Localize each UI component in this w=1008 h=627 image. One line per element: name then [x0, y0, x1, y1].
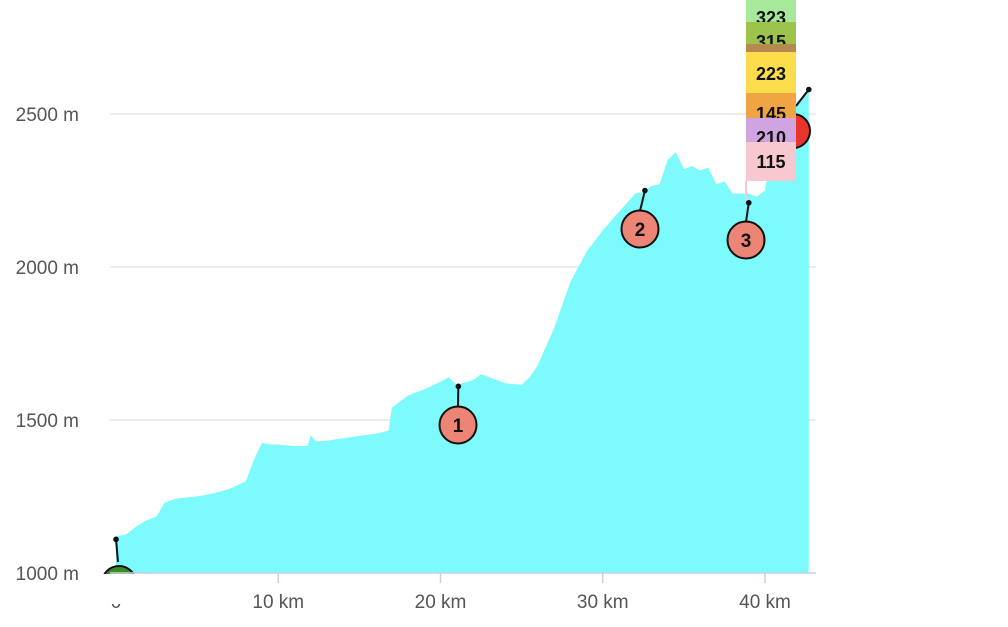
start-marker-mask — [95, 574, 145, 604]
distance-box — [746, 118, 796, 142]
y-tick-label: 2000 m — [16, 258, 79, 279]
distance-box — [746, 22, 796, 48]
y-tick-label: 1500 m — [16, 411, 79, 432]
waypoint-label: 2 — [635, 220, 646, 241]
waypoint-point — [455, 383, 462, 390]
waypoint-label: 1 — [453, 416, 464, 437]
distance-box — [746, 44, 796, 52]
y-axis-tick-labels: 1000 m 1500 m 2000 m 2500 m — [16, 105, 79, 585]
x-axis — [110, 572, 816, 583]
x-tick-label: 10 km — [252, 592, 304, 613]
distance-box-label: 115 — [756, 152, 785, 172]
distance-box — [746, 93, 796, 120]
elevation-profile-fill — [116, 89, 809, 573]
waypoint-marker — [438, 405, 478, 445]
elevation-area — [116, 89, 809, 573]
start-marker-stem — [115, 539, 119, 563]
x-tick-label: 20 km — [415, 592, 467, 613]
waypoint-stem — [745, 202, 750, 223]
distance-box-label: 223 — [756, 64, 786, 84]
x-tick-label: 40 km — [739, 592, 791, 613]
waypoint-marker — [726, 220, 766, 260]
distance-box — [746, 0, 796, 24]
end-marker-stem — [795, 88, 810, 107]
y-tick-label: 1000 m — [16, 564, 79, 585]
waypoint-point — [745, 199, 752, 206]
distance-box — [746, 52, 796, 93]
waypoint-point — [642, 187, 648, 194]
end-marker-point — [806, 86, 812, 93]
waypoint-stem — [639, 190, 646, 212]
y-tick-label: 2500 m — [16, 105, 79, 126]
waypoint-marker — [620, 209, 660, 249]
x-tick-label: 30 km — [577, 592, 629, 613]
waypoint-label: 3 — [741, 231, 752, 252]
start-marker-point — [113, 536, 119, 543]
distance-box — [746, 142, 796, 181]
